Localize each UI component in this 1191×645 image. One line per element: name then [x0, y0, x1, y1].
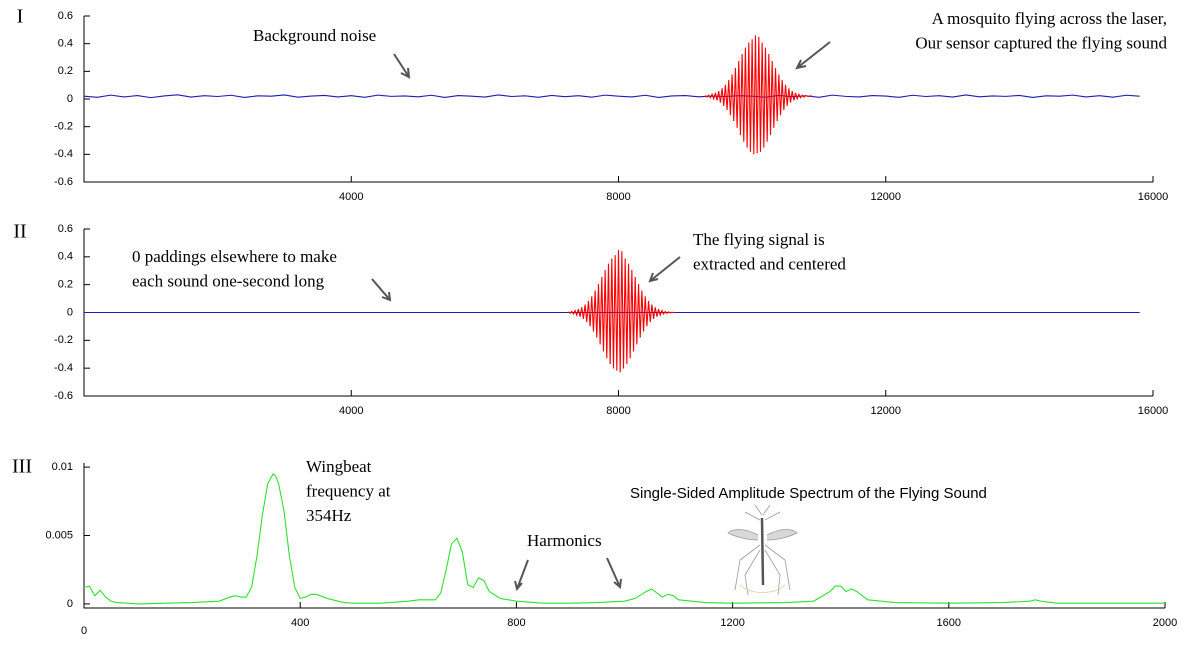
panel-title: Single-Sided Amplitude Spectrum of the F…: [630, 485, 987, 502]
arrow: [514, 559, 529, 592]
arrow: [606, 557, 622, 589]
panel: I 0.6 0.4 0.2 0 -0.2 -0.4 -0.6 4000 8000 12000 1600…: [17, 6, 1169, 203]
x-tick-label: 8000: [606, 191, 630, 203]
arrow: [393, 53, 411, 79]
x-tick-label: 8000: [606, 405, 630, 417]
signal-line: [568, 249, 676, 373]
panel-label: I: [17, 6, 24, 28]
y-tick-label: 0.4: [58, 251, 73, 263]
y-tick-label: 0.6: [58, 10, 73, 22]
y-tick-label: 0: [67, 93, 73, 105]
y-tick-label: -0.6: [54, 176, 73, 188]
arrows: [371, 41, 831, 592]
axes: [83, 463, 1165, 609]
arrow: [371, 278, 392, 302]
y-tick-label: 0.4: [58, 38, 73, 50]
annotation: The flying signal is: [693, 230, 825, 249]
panel-label: III: [12, 456, 32, 478]
annotation: extracted and centered: [693, 254, 846, 273]
annotation: Wingbeat: [306, 457, 372, 476]
x-tick-label: 12000: [870, 405, 901, 417]
x-tick-label: 1600: [937, 617, 961, 629]
annotation: Background noise: [253, 26, 376, 45]
arrow: [648, 256, 681, 283]
arrow: [795, 41, 831, 70]
x-tick-label: 0: [81, 625, 87, 637]
annotation: 354Hz: [306, 506, 352, 525]
annotation: A mosquito flying across the laser,: [932, 9, 1167, 28]
annotation: Our sensor captured the flying sound: [915, 33, 1167, 52]
annotation: each sound one-second long: [132, 271, 325, 290]
y-tick-label: -0.2: [54, 334, 73, 346]
x-tick-label: 4000: [339, 405, 363, 417]
y-tick-label: -0.4: [54, 362, 73, 374]
x-tick-label: 12000: [870, 191, 901, 203]
panel-label: II: [13, 221, 26, 243]
signal-line: [83, 94, 1140, 99]
x-tick-label: 4000: [339, 191, 363, 203]
y-tick-label: 0.005: [45, 529, 73, 541]
annotation: Harmonics: [527, 531, 602, 550]
y-tick-label: 0.01: [52, 461, 73, 473]
y-tick-label: -0.4: [54, 148, 73, 160]
panel: II 0.6 0.4 0.2 0 -0.2 -0.4 -0.6 4000 8000 12000 160…: [13, 221, 1168, 417]
y-tick-label: 0.2: [58, 65, 73, 77]
annotation: frequency at: [306, 481, 391, 500]
x-tick-label: 800: [507, 617, 525, 629]
annotation: 0 paddings elsewhere to make: [132, 247, 337, 266]
y-tick-label: 0.2: [58, 279, 73, 291]
panel: III Single-Sided Amplitude Spectrum of th…: [12, 456, 1177, 637]
x-tick-label: 400: [291, 617, 309, 629]
x-tick-label: 2000: [1153, 617, 1177, 629]
y-tick-label: 0: [67, 598, 73, 610]
y-tick-label: 0.6: [58, 223, 73, 235]
x-tick-label: 1200: [720, 617, 744, 629]
signal-line: [704, 35, 813, 155]
y-tick-label: -0.6: [54, 390, 73, 402]
y-tick-label: -0.2: [54, 121, 73, 133]
x-tick-label: 16000: [1138, 405, 1169, 417]
mosquito-icon: [727, 504, 798, 596]
y-tick-label: 0: [67, 306, 73, 318]
x-tick-label: 16000: [1138, 191, 1169, 203]
signal-line: [83, 473, 1165, 605]
